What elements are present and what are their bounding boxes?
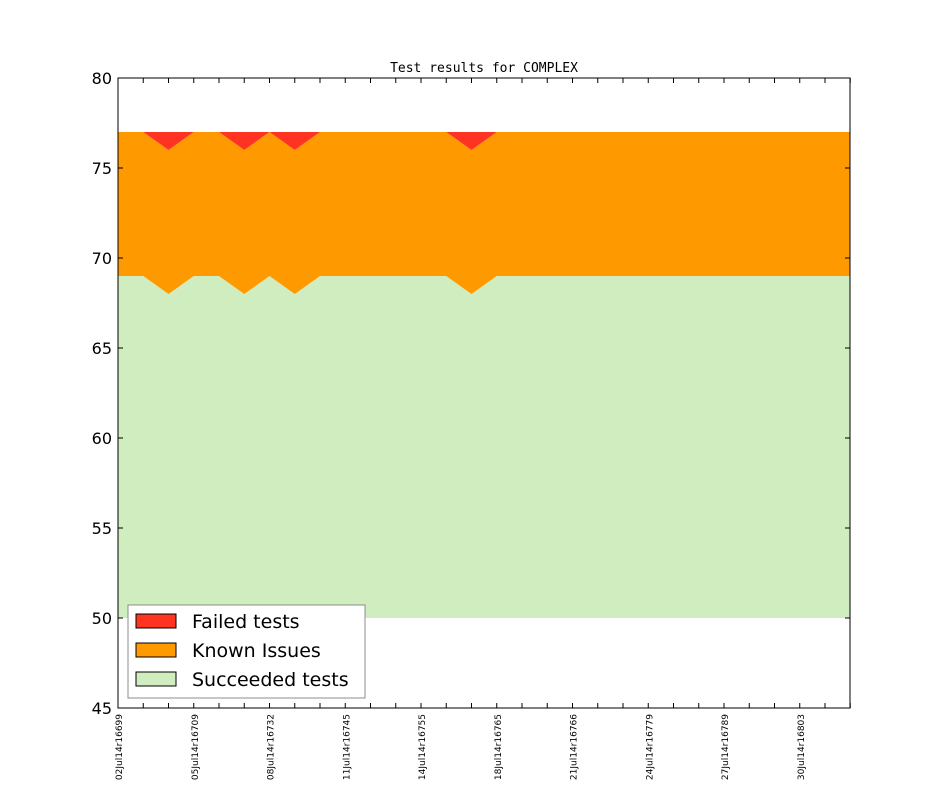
x-tick-label: 18Jul14r16765	[494, 714, 504, 780]
y-tick-label: 50	[92, 609, 112, 628]
x-tick-label: 02Jul14r16699	[115, 714, 125, 780]
series-band-0	[118, 276, 851, 618]
y-tick-label: 55	[92, 519, 112, 538]
x-tick-label: 14Jul14r16755	[418, 714, 428, 780]
x-tick-label: 24Jul14r16779	[645, 714, 655, 780]
y-tick-label: 70	[92, 249, 112, 268]
y-tick-label: 75	[92, 159, 112, 178]
series-band-2	[118, 132, 851, 150]
y-tick-label: 60	[92, 429, 112, 448]
legend-swatch	[135, 613, 177, 629]
plot-frame	[117, 77, 851, 709]
y-tick-label: 65	[92, 339, 112, 358]
series-band-1	[118, 132, 851, 294]
chart-title: Test results for COMPLEX	[390, 61, 578, 76]
legend-swatch	[135, 671, 177, 687]
legend-label: Known Issues	[192, 640, 321, 662]
y-tick-label: 45	[92, 699, 112, 718]
x-tick-label: 08Jul14r16732	[267, 714, 277, 780]
x-tick-label: 21Jul14r16766	[570, 714, 580, 780]
legend: Failed tests Known Issues Succeeded tests	[127, 604, 366, 699]
legend-label: Succeeded tests	[192, 669, 349, 691]
y-tick-label: 80	[92, 69, 112, 88]
x-axis: 02Jul14r16699 05Jul14r16709 08Jul14r16732 1…	[115, 78, 851, 780]
x-tick-label: 05Jul14r16709	[191, 714, 201, 780]
legend-label: Failed tests	[192, 611, 300, 633]
x-tick-label: 27Jul14r16789	[721, 714, 731, 780]
legend-swatch	[135, 642, 177, 658]
x-tick-label: 11Jul14r16745	[342, 714, 352, 780]
y-axis: 45 50 55 60 65 70 75 80	[92, 69, 850, 718]
plot-area	[118, 132, 851, 618]
x-tick-label: 30Jul14r16803	[797, 714, 807, 780]
